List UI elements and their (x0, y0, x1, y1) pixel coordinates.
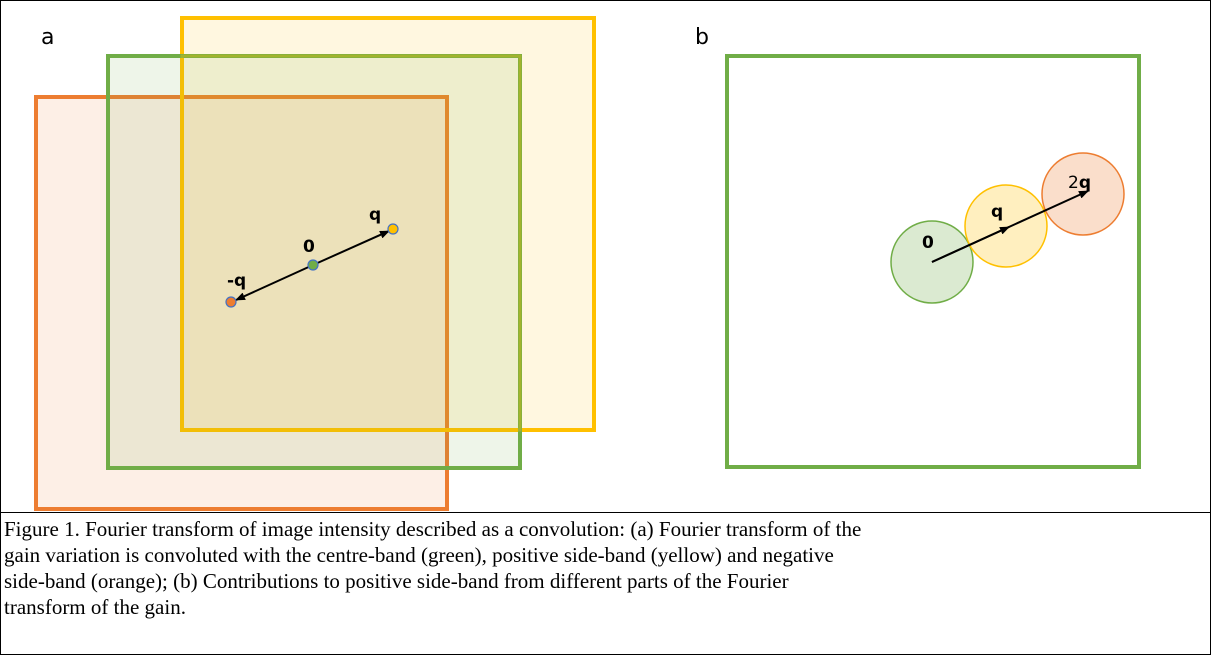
point-label: 2q (1068, 173, 1091, 193)
label-part: q (1079, 173, 1091, 193)
caption: Figure 1. Fourier transform of image int… (4, 516, 861, 620)
point-label: -q (227, 271, 246, 291)
point (225, 296, 237, 308)
green-square (725, 54, 1141, 469)
point (307, 259, 319, 271)
label-part: 2 (1068, 173, 1079, 193)
point (387, 223, 399, 235)
circle (964, 184, 1048, 268)
panel-label: a (41, 25, 54, 50)
caption-line: side-band (orange); (b) Contributions to… (4, 569, 789, 593)
point-label: q (369, 205, 381, 225)
arrow (235, 264, 314, 301)
separator (1, 512, 1210, 513)
yellow-edge (180, 54, 522, 432)
point-label: 0 (922, 233, 934, 253)
caption-line: gain variation is convoluted with the ce… (4, 543, 834, 567)
caption-line: transform of the gain. (4, 595, 186, 619)
arrow (312, 230, 390, 266)
orange-square (34, 95, 449, 511)
point-label: 0 (303, 237, 315, 257)
panel-label: b (695, 25, 709, 50)
diagram: a -q 0 q b 0 q 2q (34, 16, 1141, 511)
point-label: q (991, 202, 1003, 222)
arrow (931, 226, 1010, 263)
yellow-square (180, 16, 596, 432)
caption-line: Figure 1. Fourier transform of image int… (4, 517, 862, 541)
